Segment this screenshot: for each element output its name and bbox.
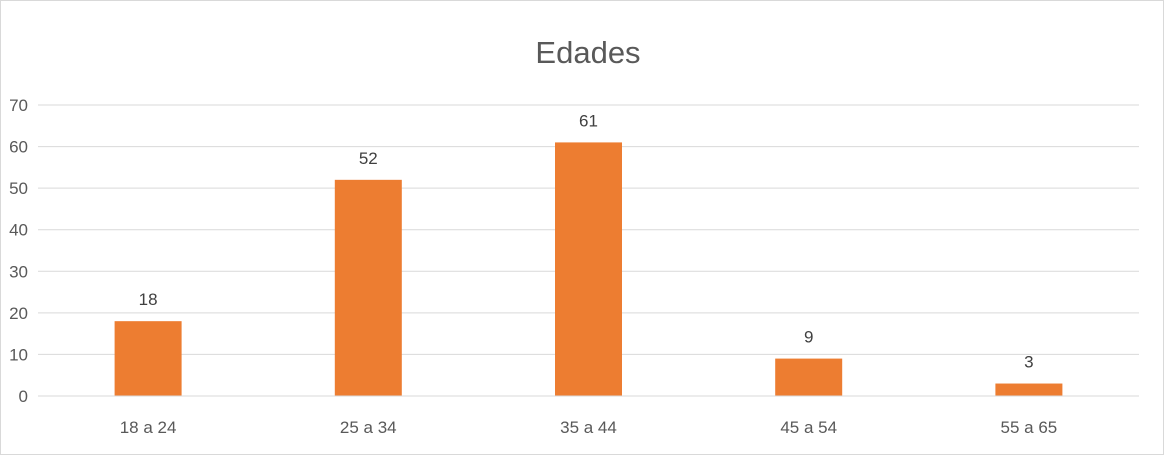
- y-tick-label-40: 40: [9, 221, 28, 240]
- x-tick-label-35-a-44: 35 a 44: [560, 418, 617, 437]
- y-axis-tick-labels: 0 10 20 30 40 50 60 70: [9, 96, 28, 406]
- y-tick-label-70: 70: [9, 96, 28, 115]
- bar-55-a-65: [995, 383, 1063, 396]
- data-label-18-a-24: 18: [139, 290, 158, 309]
- data-label-55-a-65: 3: [1024, 353, 1033, 372]
- y-tick-label-20: 20: [9, 304, 28, 323]
- bar-45-a-54: [775, 358, 843, 396]
- x-tick-label-55-a-65: 55 a 65: [1001, 418, 1058, 437]
- y-tick-label-60: 60: [9, 138, 28, 157]
- bar-35-a-44: [555, 142, 622, 396]
- data-labels: 18 52 61 9 3: [139, 111, 1034, 371]
- chart-title: Edades: [535, 35, 640, 70]
- y-tick-label-30: 30: [9, 262, 28, 281]
- x-axis-tick-labels: 18 a 24 25 a 34 35 a 44 45 a 54 55 a 65: [120, 418, 1058, 437]
- y-tick-label-10: 10: [9, 345, 28, 364]
- bars: [114, 142, 1063, 396]
- y-tick-label-0: 0: [19, 387, 28, 406]
- x-tick-label-18-a-24: 18 a 24: [120, 418, 177, 437]
- y-tick-label-50: 50: [9, 179, 28, 198]
- x-tick-label-25-a-34: 25 a 34: [340, 418, 397, 437]
- bar-18-a-24: [114, 321, 182, 396]
- data-label-25-a-34: 52: [359, 149, 378, 168]
- data-label-45-a-54: 9: [804, 328, 813, 347]
- data-label-35-a-44: 61: [579, 111, 598, 130]
- bar-25-a-34: [334, 179, 402, 396]
- x-tick-label-45-a-54: 45 a 54: [780, 418, 837, 437]
